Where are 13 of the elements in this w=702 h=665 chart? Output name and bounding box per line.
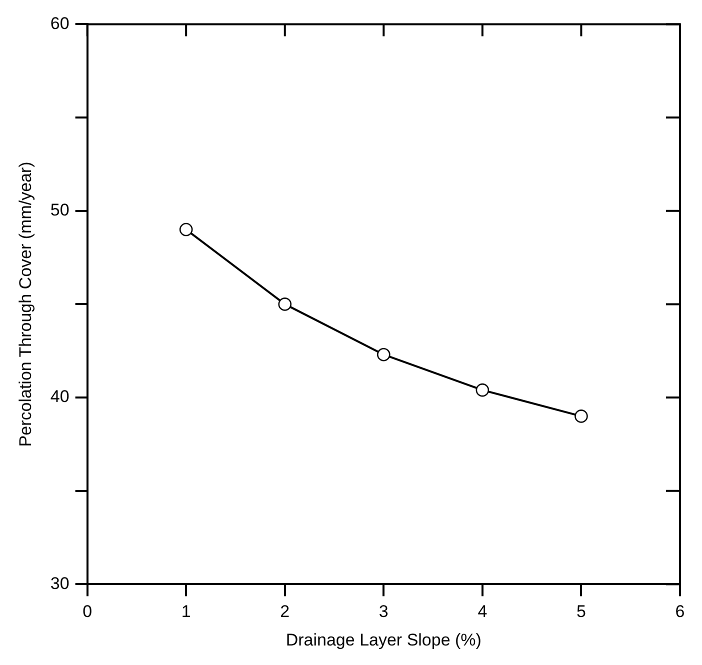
x-tick-label: 5: [576, 602, 586, 622]
x-tick-label: 0: [82, 602, 92, 622]
x-tick-label: 3: [378, 602, 388, 622]
x-tick-label: 6: [675, 602, 685, 622]
x-tick-label: 1: [181, 602, 191, 622]
y-tick-label: 50: [50, 200, 70, 220]
y-tick-label: 60: [50, 14, 70, 33]
y-tick-label: 30: [50, 574, 70, 593]
y-tick-label: 40: [50, 387, 70, 406]
x-axis-title: Drainage Layer Slope (%): [286, 630, 482, 650]
x-tick-label: 2: [280, 602, 290, 622]
x-tick-label: 4: [478, 602, 488, 622]
y-axis-title: Percolation Through Cover (mm/year): [16, 162, 35, 447]
